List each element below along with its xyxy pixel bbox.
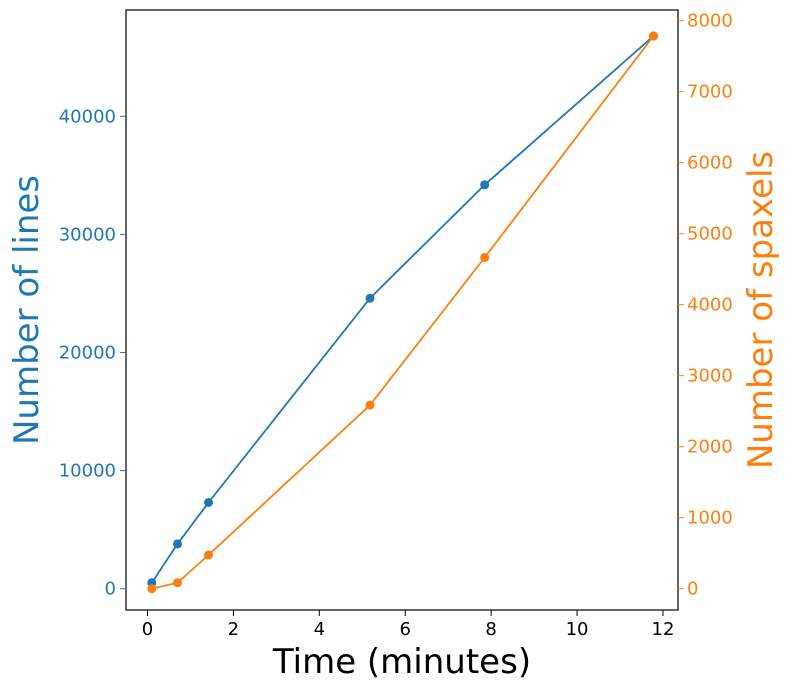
x-tick-label: 6 [399, 619, 410, 640]
spaxels-data-point [365, 400, 375, 410]
left-y-tick-label: 30000 [59, 224, 116, 245]
spaxels-data-point [204, 550, 213, 560]
left-y-axis-title: Number of lines [7, 175, 47, 445]
lines-data-point [365, 293, 375, 303]
x-axis-title: Time (minutes) [272, 642, 531, 682]
x-tick-label: 2 [228, 619, 239, 640]
spaxels-data-point [147, 584, 157, 594]
right-y-tick-label: 4000 [687, 295, 733, 316]
right-y-tick-label: 5000 [687, 224, 733, 245]
spaxels-series-line [151, 35, 655, 590]
plot-frame [125, 9, 679, 611]
right-y-axis-title: Number of spaxels [741, 151, 781, 469]
x-tick-label: 0 [142, 619, 153, 640]
chart-axes: 0 2 4 6 8 10 12 0 10000 20000 30000 40000 0 1000 2000 3… [59, 11, 733, 640]
left-y-tick-label: 0 [105, 579, 116, 600]
left-y-tick-label: 40000 [59, 106, 116, 127]
lines-data-point [204, 498, 213, 507]
x-tick-label: 10 [566, 619, 589, 640]
x-tick-label: 8 [485, 619, 496, 640]
lines-data-point [173, 539, 182, 549]
right-y-tick-label: 7000 [687, 82, 733, 103]
right-y-tick-label: 8000 [687, 11, 733, 32]
chart-marks [147, 31, 658, 594]
lines-series-line [151, 35, 655, 584]
spaxels-data-point [173, 578, 182, 588]
x-tick-label: 12 [652, 619, 675, 640]
right-y-tick-label: 3000 [687, 366, 733, 387]
spaxels-data-point [480, 253, 490, 262]
left-y-tick-label: 10000 [59, 461, 116, 482]
spaxels-data-point [649, 31, 658, 41]
right-y-tick-label: 0 [687, 579, 698, 600]
right-y-tick-label: 1000 [687, 508, 733, 529]
right-y-tick-label: 2000 [687, 437, 733, 458]
right-y-tick-label: 6000 [687, 153, 733, 174]
x-tick-label: 4 [314, 619, 325, 640]
lines-data-point [480, 180, 490, 190]
left-y-tick-label: 20000 [59, 343, 116, 364]
